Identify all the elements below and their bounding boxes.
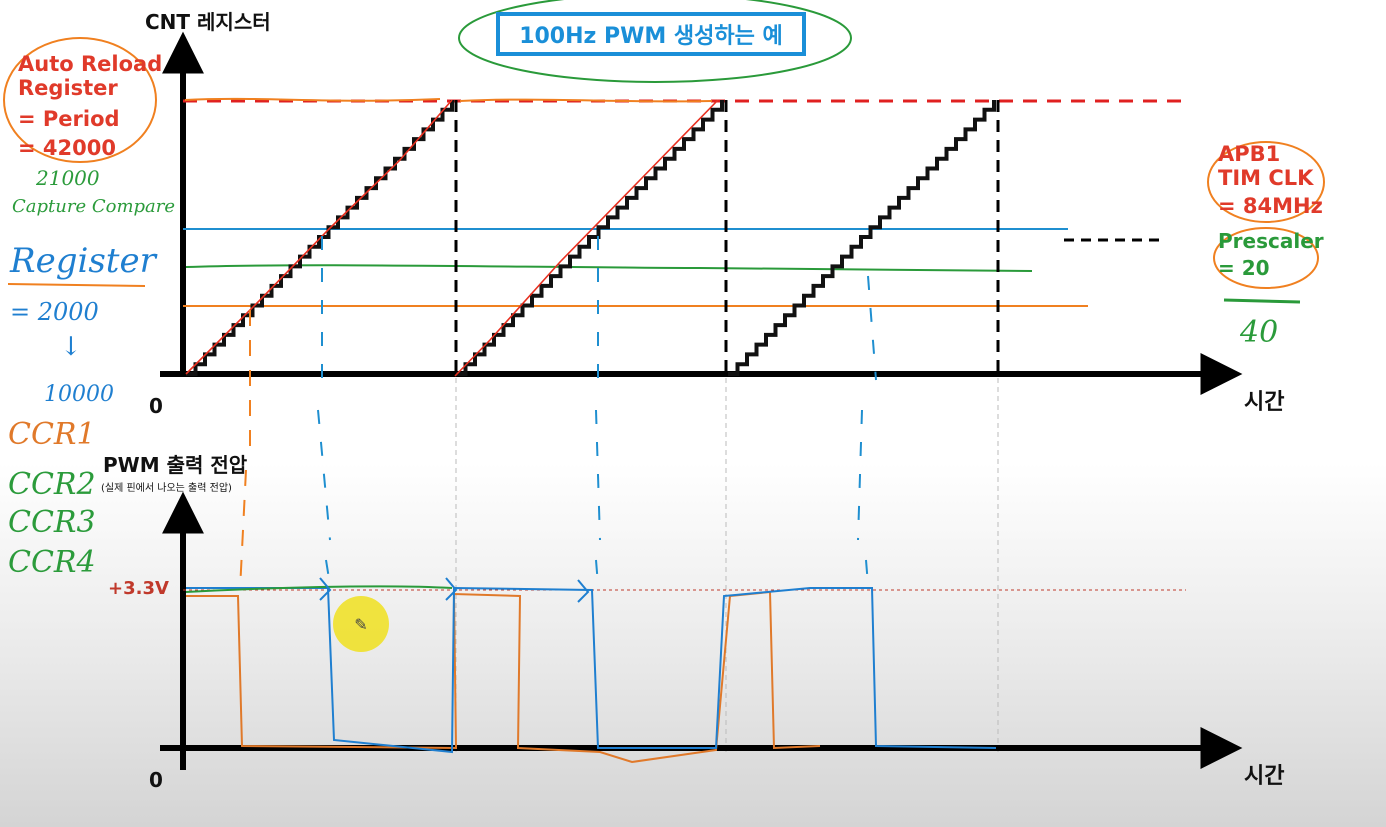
blue-drop-3 — [857, 275, 877, 586]
register-underline — [7, 283, 146, 287]
prescaler-label: Prescaler — [1218, 229, 1324, 253]
voltage-label: +3.3V — [108, 578, 169, 599]
counter-ramps — [186, 100, 996, 376]
arr-label-line3: = Period — [18, 107, 120, 131]
red-trace-2 — [454, 99, 719, 377]
hand-ccr3: CCR3 — [8, 505, 96, 540]
counter-ramp-3 — [728, 100, 996, 376]
pencil-icon: ✎ — [333, 596, 389, 652]
title-circle — [458, 0, 852, 83]
hand-ccr4: CCR4 — [8, 545, 96, 580]
arr-circle — [3, 37, 157, 163]
arr-label-line4: = 42000 — [18, 136, 116, 160]
hand-ccr2: CCR2 — [8, 467, 96, 502]
counter-ramp-1 — [186, 100, 454, 376]
blue-drop-2 — [595, 236, 601, 586]
hand-capture-compare: Capture Compare — [12, 196, 176, 217]
pwm-blue-wave — [186, 586, 997, 754]
ccr-green-line — [185, 264, 1033, 272]
apb1-circle — [1207, 141, 1325, 223]
counter-ramp-2 — [456, 100, 724, 376]
red-trace-1 — [185, 99, 453, 375]
top-y-axis-label: CNT 레지스터 — [145, 10, 271, 34]
bottom-y-axis-sublabel: (실제 핀에서 나오는 출력 전압) — [101, 483, 232, 494]
orange-drop-1 — [239, 310, 251, 591]
blue-drop-1 — [317, 236, 331, 586]
clk-value-label: = 84MHz — [1218, 194, 1323, 218]
bottom-origin-label: 0 — [149, 768, 163, 792]
top-x-axis-label: 시간 — [1244, 390, 1285, 415]
pwm-orange-wave — [186, 590, 821, 764]
hand-eq-2000: = 2000 — [10, 298, 99, 326]
arr-label-line2: Register — [18, 76, 118, 100]
orange-highlight-arr-2 — [459, 98, 713, 103]
hand-40: 40 — [1240, 315, 1279, 350]
tim-clk-label: TIM CLK — [1218, 166, 1314, 190]
pwm-green-stroke — [185, 585, 453, 593]
orange-highlight-arr — [184, 97, 441, 102]
hand-register: Register — [10, 241, 156, 281]
hand-ccr1: CCR1 — [8, 417, 96, 452]
bottom-x-axis-label: 시간 — [1244, 764, 1285, 789]
diagram-title: 100Hz PWM 생성하는 예 — [496, 12, 806, 56]
prescaler-circle — [1213, 227, 1319, 289]
bottom-y-axis-label: PWM 출력 전압 — [103, 453, 248, 477]
pwm-arrow-marks — [319, 577, 590, 603]
hand-10000: 10000 — [44, 382, 114, 407]
hand-down-arrow: ↓ — [60, 332, 82, 362]
hand-21000: 21000 — [36, 166, 100, 190]
top-origin-label: 0 — [149, 394, 163, 418]
prescaler-underline — [1223, 298, 1301, 304]
prescaler-value: = 20 — [1218, 256, 1270, 280]
arr-label-line1: Auto Reload — [18, 52, 163, 76]
apb1-label: APB1 — [1218, 142, 1281, 166]
